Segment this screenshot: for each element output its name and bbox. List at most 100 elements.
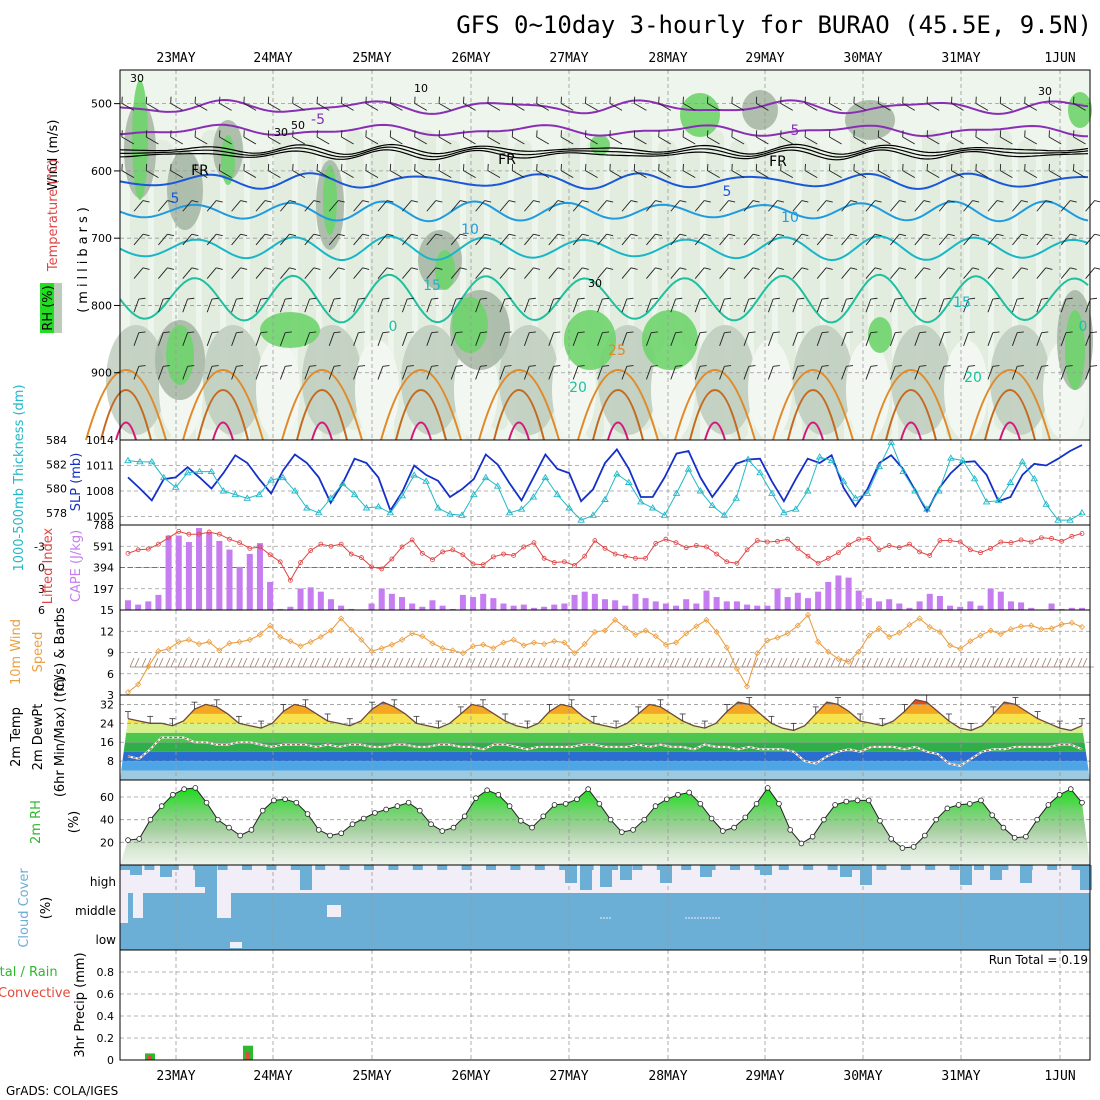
barb-flag <box>561 657 567 668</box>
barb-staff <box>1024 136 1038 145</box>
barb-flag <box>285 331 292 334</box>
barb-staff <box>548 200 559 212</box>
barb-flag <box>919 297 927 300</box>
barb-flag <box>1046 657 1052 668</box>
barb-flag <box>362 200 370 203</box>
wind-barb <box>914 267 931 279</box>
wind-speed-point <box>419 633 426 640</box>
barb-staff <box>523 366 530 380</box>
wind-speed-point <box>490 645 497 652</box>
barb-staff <box>646 200 656 212</box>
barb-flag <box>878 657 884 668</box>
barb-staff <box>572 298 579 313</box>
barb-flag <box>902 130 904 138</box>
wind-speed-point <box>317 633 324 640</box>
barb-staff <box>1000 102 1013 111</box>
barb-flag <box>333 657 339 668</box>
li-point <box>247 545 253 551</box>
barb-flag <box>626 657 632 668</box>
barb-flag <box>846 297 854 300</box>
barb-staff <box>377 233 388 246</box>
wind-tick: 3 <box>107 689 114 702</box>
wind-barb <box>841 233 858 246</box>
barb-flag <box>699 331 707 334</box>
cape-bar <box>368 603 375 610</box>
rh-point <box>461 813 468 820</box>
thickness-point <box>303 504 311 511</box>
barb-flag <box>874 233 882 237</box>
cloud-high-bar <box>852 865 862 870</box>
wind-barb <box>1060 297 1073 313</box>
barb-flag <box>374 657 380 668</box>
wind-barb <box>255 297 268 313</box>
li-point <box>947 538 953 543</box>
upper-rh-label: RH (%) <box>41 285 56 330</box>
barb-staff <box>816 298 823 313</box>
wind-barb <box>328 267 345 279</box>
barb-flag <box>194 130 196 138</box>
barb-staff <box>206 366 213 380</box>
wind-barb <box>377 200 394 212</box>
barb-flag <box>285 297 292 300</box>
temp-contour <box>119 143 1089 155</box>
cloud-high-bar <box>242 865 252 870</box>
barb-flag <box>1073 163 1075 171</box>
rh-point <box>226 824 232 831</box>
wind-barb <box>438 130 452 145</box>
li-point <box>744 547 750 553</box>
temp-band <box>120 723 1090 733</box>
barb-flag <box>146 657 152 668</box>
barb-staff <box>621 298 628 313</box>
barb-flag <box>153 657 159 668</box>
barb-flag <box>218 657 224 668</box>
cape-bar <box>673 605 680 610</box>
rh-point <box>495 791 502 798</box>
cloud-high-bar <box>120 865 130 870</box>
wind-barb <box>890 200 907 212</box>
barb-flag <box>655 200 663 203</box>
cape-bar <box>804 598 811 610</box>
li-point <box>328 543 334 549</box>
wind-speed-point <box>1007 626 1015 633</box>
barb-flag <box>389 96 392 104</box>
li-point <box>389 556 395 562</box>
barb-staff <box>401 332 408 346</box>
thickness-point <box>732 494 740 501</box>
barb-flag <box>968 365 976 367</box>
wind-speed-point <box>246 636 253 643</box>
barb-flag <box>606 200 614 203</box>
barb-staff <box>268 102 281 111</box>
barb-staff <box>353 298 359 313</box>
barb-staff <box>914 200 925 212</box>
temp-contour <box>119 273 1089 324</box>
thickness-point <box>958 456 967 464</box>
wind-barb <box>755 130 769 145</box>
wind-barb <box>938 331 951 346</box>
wind-speed-point <box>1048 625 1055 632</box>
cloud-high-bar <box>974 865 984 870</box>
barb-flag <box>602 365 610 367</box>
thickness-point <box>291 487 299 494</box>
barb-staff <box>194 102 208 111</box>
cape-bar <box>967 601 974 610</box>
cape-bar <box>236 566 243 610</box>
wind-barb <box>206 365 219 380</box>
barb-staff <box>621 267 632 279</box>
temp-contour-warm <box>493 389 545 441</box>
barb-staff <box>316 170 330 179</box>
wind-barb <box>316 130 330 145</box>
rh-shade-cell <box>990 325 1050 435</box>
barb-staff <box>231 200 241 212</box>
li-point <box>825 555 831 561</box>
barb-staff <box>548 267 559 279</box>
thickness-point <box>792 505 800 512</box>
barb-flag <box>536 130 538 138</box>
barb-flag <box>511 163 514 171</box>
wind-speed-point <box>348 626 355 633</box>
wind-barb <box>365 163 379 179</box>
cloud-high-bar <box>925 865 936 870</box>
slp-tick: 1014 <box>86 434 114 447</box>
barb-staff <box>255 200 266 212</box>
li-point <box>348 551 354 557</box>
wind-speed-point <box>236 638 243 645</box>
